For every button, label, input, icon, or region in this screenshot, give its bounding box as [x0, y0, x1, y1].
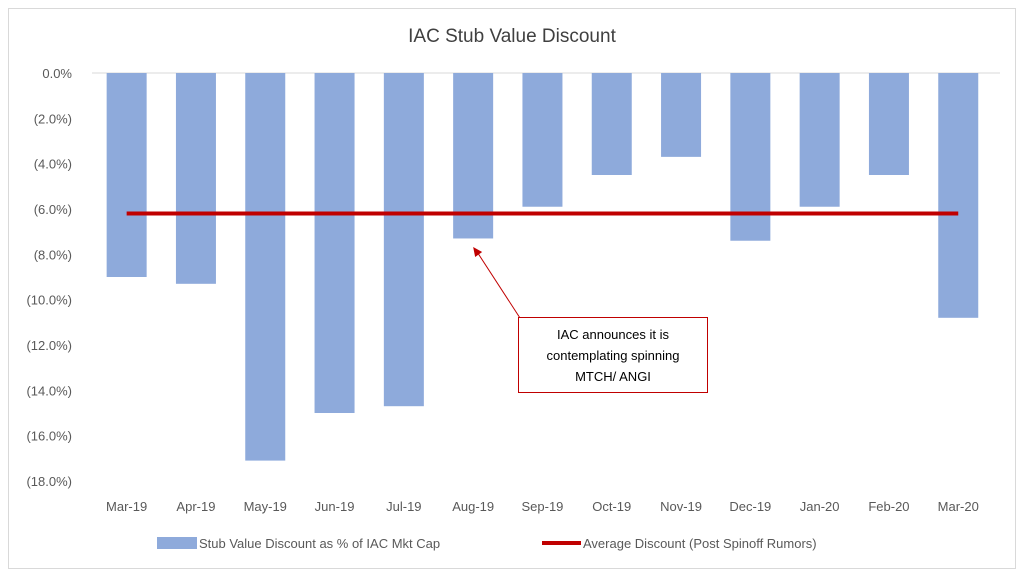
annotation-box: IAC announces it is contemplating spinni…: [518, 317, 708, 393]
y-tick-label: (12.0%): [26, 338, 72, 353]
x-tick-label: Aug-19: [452, 499, 494, 514]
x-tick-label: Mar-20: [938, 499, 979, 514]
legend-label-line: Average Discount (Post Spinoff Rumors): [583, 536, 817, 551]
x-tick-label: Apr-19: [176, 499, 215, 514]
bar-Jul-19: [383, 73, 424, 407]
bar-Dec-19: [730, 73, 771, 241]
y-tick-label: (2.0%): [34, 111, 72, 126]
x-tick-label: Mar-19: [106, 499, 147, 514]
y-tick-label: 0.0%: [42, 66, 72, 81]
y-tick-label: (14.0%): [26, 383, 72, 398]
y-tick-label: (10.0%): [26, 293, 72, 308]
bar-Aug-19: [453, 73, 494, 239]
x-tick-label: Nov-19: [660, 499, 702, 514]
legend-label-bars: Stub Value Discount as % of IAC Mkt Cap: [199, 536, 440, 551]
y-tick-label: (18.0%): [26, 474, 72, 489]
y-tick-label: (8.0%): [34, 247, 72, 262]
bar-Oct-19: [591, 73, 632, 175]
annotation-arrowhead: [473, 247, 483, 257]
x-tick-label: May-19: [244, 499, 287, 514]
annotation-arrow: [476, 251, 521, 319]
bar-May-19: [245, 73, 286, 461]
chart-frame: [8, 8, 1016, 569]
x-tick-label: Dec-19: [729, 499, 771, 514]
x-tick-label: Oct-19: [592, 499, 631, 514]
bar-Mar-19: [106, 73, 147, 277]
bar-Jan-20: [799, 73, 840, 207]
x-tick-label: Feb-20: [868, 499, 909, 514]
legend-swatch-bars: [157, 537, 197, 549]
bar-Mar-20: [938, 73, 979, 318]
x-tick-label: Sep-19: [521, 499, 563, 514]
y-tick-label: (6.0%): [34, 202, 72, 217]
bar-Apr-19: [175, 73, 216, 284]
bar-Nov-19: [661, 73, 702, 157]
x-tick-label: Jun-19: [315, 499, 355, 514]
bar-Sep-19: [522, 73, 563, 207]
bar-Jun-19: [314, 73, 355, 413]
x-tick-label: Jul-19: [386, 499, 421, 514]
y-tick-label: (4.0%): [34, 157, 72, 172]
x-tick-label: Jan-20: [800, 499, 840, 514]
chart-title: IAC Stub Value Discount: [408, 26, 616, 47]
bar-Feb-20: [868, 73, 909, 175]
y-tick-label: (16.0%): [26, 429, 72, 444]
